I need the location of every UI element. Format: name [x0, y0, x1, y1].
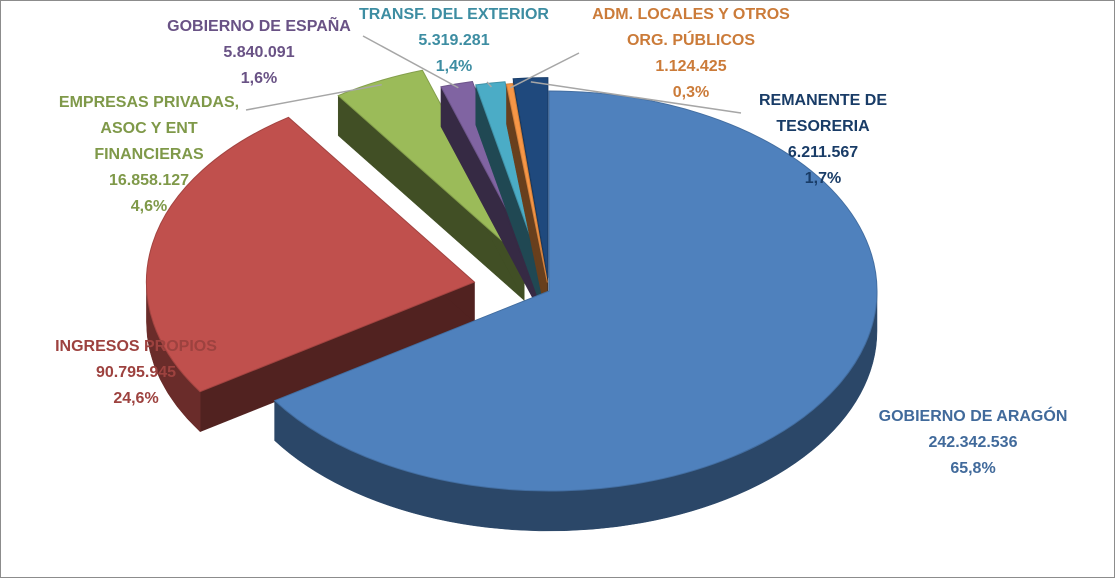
- data-label-percent: 0,3%: [673, 84, 709, 101]
- data-label-category: ORG. PÚBLICOS: [627, 30, 755, 49]
- data-label-value: 90.795.945: [96, 364, 176, 381]
- pie-slice: [273, 90, 878, 532]
- data-label-value: 1.124.425: [655, 58, 726, 75]
- leader-line: [530, 81, 742, 114]
- data-label-category: EMPRESAS PRIVADAS,: [59, 94, 239, 111]
- pie-slice: [505, 83, 548, 323]
- data-label-percent: 1,4%: [436, 58, 472, 75]
- pie-slice-top: [505, 83, 548, 283]
- data-label-value: 242.342.536: [929, 434, 1018, 451]
- leader-line: [486, 81, 492, 88]
- leader-line: [245, 83, 382, 111]
- leader-line: [510, 52, 580, 89]
- data-label: INGRESOS PROPIOS 90.795.945 24,6%: [55, 338, 217, 407]
- data-label-category: ASOC Y ENT: [100, 120, 197, 137]
- data-label-category: FINANCIERAS: [94, 146, 204, 163]
- data-label: ADM. LOCALES Y OTROS ORG. PÚBLICOS 1.124.4…: [592, 6, 790, 101]
- data-label-percent: 1,7%: [805, 170, 841, 187]
- data-label-value: 6.211.567: [788, 144, 858, 161]
- data-label-category: ADM. LOCALES Y OTROS: [592, 6, 790, 23]
- data-label-category: INGRESOS PROPIOS: [55, 338, 217, 355]
- data-label-category: TRANSF. DEL EXTERIOR: [359, 6, 549, 23]
- data-label: GOBIERNO DE ESPAÑA 5.840.091 1,6%: [167, 15, 351, 87]
- pie-slice-top: [273, 90, 878, 492]
- pie-slice-top: [145, 116, 476, 393]
- pie-slice: [145, 116, 476, 433]
- data-label: REMANENTE DE TESORERIA 6.211.567 1,7%: [759, 92, 887, 187]
- leader-line: [362, 35, 459, 89]
- data-label-category: GOBIERNO DE ARAGÓN: [879, 406, 1068, 425]
- data-label-value: 5.319.281: [418, 32, 489, 49]
- data-label-percent: 1,6%: [241, 70, 277, 87]
- data-label: TRANSF. DEL EXTERIOR 5.319.281 1,4%: [359, 6, 549, 75]
- data-label-category: REMANENTE DE: [759, 92, 887, 109]
- data-label-percent: 65,8%: [950, 460, 995, 477]
- data-label: EMPRESAS PRIVADAS, ASOC Y ENT FINANCIERAS 1…: [59, 94, 239, 215]
- data-label-category: GOBIERNO DE ESPAÑA: [167, 15, 351, 35]
- data-label-percent: 4,6%: [131, 198, 167, 215]
- data-label-value: 5.840.091: [223, 44, 294, 61]
- pie-slice-top: [337, 69, 525, 261]
- data-label-category: TESORERIA: [776, 118, 870, 135]
- data-label-percent: 24,6%: [113, 390, 158, 407]
- data-label: GOBIERNO DE ARAGÓN 242.342.536 65,8%: [879, 406, 1068, 477]
- data-label-value: 16.858.127: [109, 172, 189, 189]
